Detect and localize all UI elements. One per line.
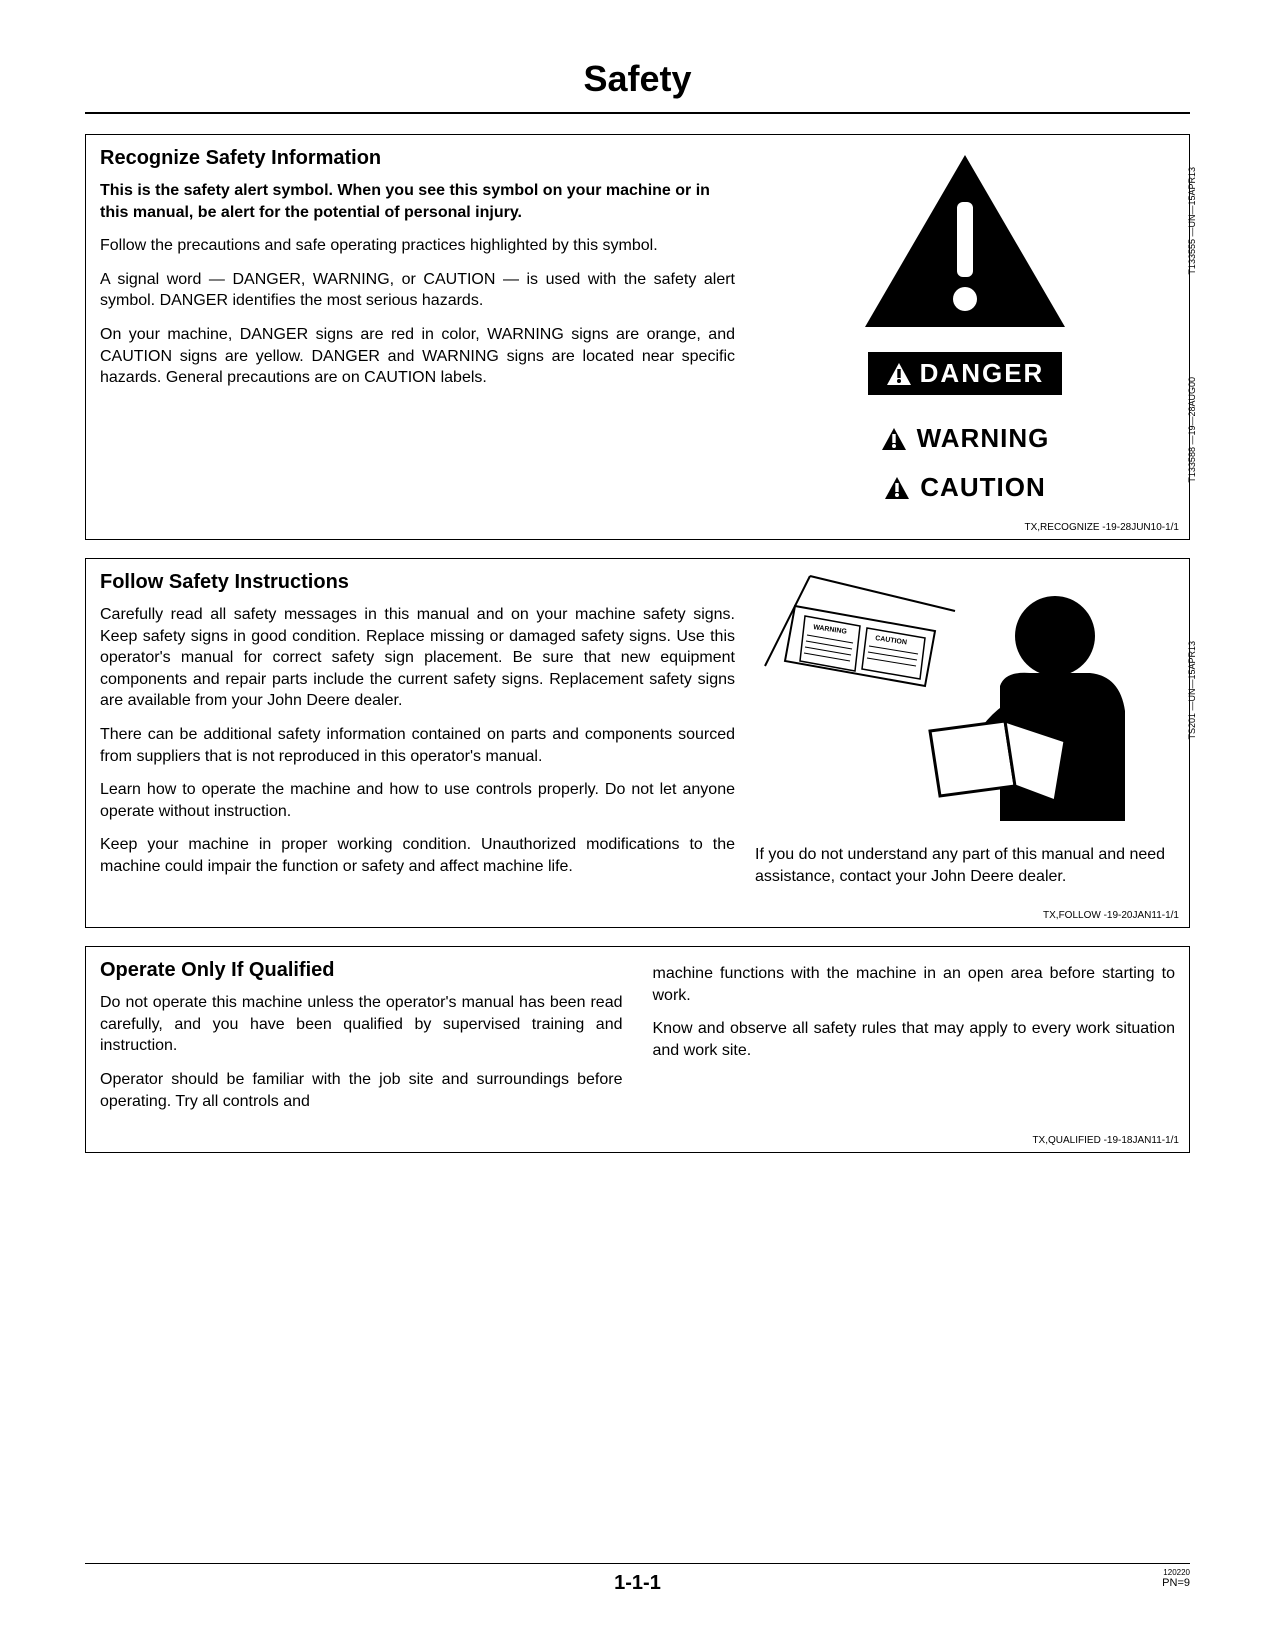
- qualified-heading: Operate Only If Qualified: [100, 959, 623, 982]
- footer-doc-code: 120220: [1162, 1568, 1190, 1577]
- warning-label-line: WARNING: [755, 423, 1175, 454]
- section-recognize: Recognize Safety Information This is the…: [85, 134, 1190, 540]
- page-title: Safety: [85, 58, 1190, 100]
- page-container: Safety Recognize Safety Information This…: [0, 0, 1275, 1153]
- recognize-vref2: T133588 —19—28AUG00: [1187, 377, 1197, 483]
- recognize-para3: On your machine, DANGER signs are red in…: [100, 324, 735, 389]
- danger-triangle-icon: [886, 362, 912, 386]
- caution-label-text: CAUTION: [920, 472, 1045, 503]
- section-follow: Follow Safety Instructions Carefully rea…: [85, 558, 1190, 928]
- warning-triangle-icon: [881, 427, 907, 451]
- follow-right-para: If you do not understand any part of thi…: [755, 844, 1175, 887]
- title-bar: Safety: [85, 50, 1190, 114]
- recognize-intro: This is the safety alert symbol. When yo…: [100, 180, 735, 223]
- qualified-left-para1: Do not operate this machine unless the o…: [100, 992, 623, 1057]
- qualified-left-col: Operate Only If Qualified Do not operate…: [100, 959, 623, 1124]
- qualified-ref: TX,QUALIFIED -19-18JAN11-1/1: [1032, 1135, 1179, 1146]
- footer-pn: PN=9: [1162, 1577, 1190, 1589]
- qualified-right-para1: machine functions with the machine in an…: [653, 963, 1176, 1006]
- section-qualified: Operate Only If Qualified Do not operate…: [85, 946, 1190, 1153]
- reader-figure-icon: WARNING CAUTION: [755, 571, 1135, 821]
- caution-triangle-icon: [884, 476, 910, 500]
- warning-label-text: WARNING: [917, 423, 1050, 454]
- follow-ref: TX,FOLLOW -19-20JAN11-1/1: [1043, 910, 1179, 921]
- qualified-right-col: machine functions with the machine in an…: [653, 959, 1176, 1124]
- follow-para1: Carefully read all safety messages in th…: [100, 604, 735, 712]
- caution-label-line: CAUTION: [755, 472, 1175, 503]
- recognize-right-col: T133555 —UN—15APR13 DANGER: [755, 147, 1175, 511]
- page-footer: 1-1-1 120220 PN=9: [85, 1563, 1190, 1595]
- recognize-left-col: Recognize Safety Information This is the…: [100, 147, 735, 511]
- safety-alert-icon: [855, 147, 1075, 337]
- footer-right-block: 120220 PN=9: [1162, 1568, 1190, 1589]
- danger-label-text: DANGER: [920, 358, 1045, 389]
- recognize-ref: TX,RECOGNIZE -19-28JUN10-1/1: [1025, 522, 1180, 533]
- qualified-right-para2: Know and observe all safety rules that m…: [653, 1018, 1176, 1061]
- follow-para3: Learn how to operate the machine and how…: [100, 779, 735, 822]
- qualified-left-para2: Operator should be familiar with the job…: [100, 1069, 623, 1112]
- follow-vref: TS201 —UN—15APR13: [1187, 641, 1197, 740]
- follow-para2: There can be additional safety informati…: [100, 724, 735, 767]
- recognize-para2: A signal word — DANGER, WARNING, or CAUT…: [100, 269, 735, 312]
- recognize-vref1: T133555 —UN—15APR13: [1187, 167, 1197, 275]
- footer-page-number: 1-1-1: [85, 1572, 1190, 1595]
- follow-left-col: Follow Safety Instructions Carefully rea…: [100, 571, 735, 899]
- follow-heading: Follow Safety Instructions: [100, 571, 735, 594]
- recognize-heading: Recognize Safety Information: [100, 147, 735, 170]
- recognize-para1: Follow the precautions and safe operatin…: [100, 235, 735, 257]
- follow-para4: Keep your machine in proper working cond…: [100, 834, 735, 877]
- danger-label-box: DANGER: [868, 352, 1063, 395]
- follow-right-col: WARNING CAUTION: [755, 571, 1175, 899]
